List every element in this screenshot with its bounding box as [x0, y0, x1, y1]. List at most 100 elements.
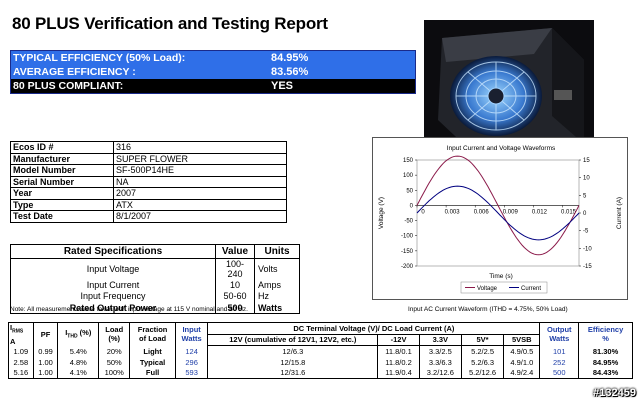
dc-col-load-label: Load — [105, 325, 124, 335]
x-axis-label: Time (s) — [489, 273, 513, 280]
dc-cell-v5: 5.2/12.6 — [460, 367, 505, 379]
dc-col-irms-sub: RMS — [12, 328, 24, 335]
image-id-watermark: #132459 — [593, 387, 636, 399]
x-tick-label: 0.015 — [561, 209, 577, 215]
spec-value: 10 — [215, 279, 255, 291]
dc-cell-load: 50% — [98, 356, 131, 368]
series-line-voltage — [416, 155, 580, 256]
dc-col-output: Output Watts — [539, 322, 580, 346]
dc-cell-v5: 5.2/6.3 — [460, 356, 505, 368]
info-row: Year 2007 — [10, 187, 287, 200]
dc-cell-output: 500 — [539, 367, 580, 379]
compliant-value: YES — [271, 80, 294, 92]
y2-tick-label: -5 — [583, 229, 589, 235]
waveform-chart-svg: Input Current and Voltage Waveforms15010… — [378, 145, 623, 294]
dc-cell-v5sb: 4.9/2.4 — [503, 367, 541, 379]
average-efficiency-label: AVERAGE EFFICIENCY : — [13, 66, 136, 78]
y2-tick-label: 15 — [583, 158, 590, 164]
x-tick-label: 0 — [421, 209, 425, 215]
summary-box: TYPICAL EFFICIENCY (50% Load): 84.95% AV… — [10, 50, 416, 94]
spec-row: Input Frequency 50-60 Hz — [10, 290, 300, 302]
dc-load-table: IRMS A PF ITHD (%) Load (%) Fraction of Loa… — [8, 322, 633, 379]
dc-col-ithd: ITHD (%) — [57, 322, 100, 346]
dc-col-ithd-label: I — [65, 327, 68, 337]
dc-cell-pf: 1.00 — [32, 356, 59, 368]
waveform-chart: Input Current and Voltage Waveforms 150 10… — [372, 137, 628, 300]
info-row: Serial Number NA — [10, 175, 287, 188]
dc-col-eff-label-2: % — [602, 334, 609, 344]
info-row: Manufacturer SUPER FLOWER — [10, 152, 287, 165]
dc-cell-v12: 12/6.3 — [207, 345, 379, 357]
spec-unit: Volts — [254, 258, 300, 279]
dc-cell-load: 100% — [98, 367, 131, 379]
power-supply-photo — [424, 20, 594, 154]
chart-title: Input Current and Voltage Waveforms — [447, 145, 556, 152]
info-row: Model Number SF-500P14HE — [10, 164, 287, 177]
dc-row: 2.58 1.00 4.8% 50% Typical 296 12/15.8 11.8/0.2… — [8, 356, 633, 368]
typical-efficiency-value: 84.95% — [271, 52, 309, 64]
dc-cell-output: 252 — [539, 356, 580, 368]
average-efficiency-row: AVERAGE EFFICIENCY : 83.56% — [11, 65, 415, 79]
spec-name: Input Frequency — [10, 290, 216, 302]
y-axis-label: Voltage (V) — [378, 197, 385, 229]
info-value: 8/1/2007 — [113, 210, 287, 223]
dc-col-irms-label: I — [10, 323, 13, 332]
dc-row: 1.09 0.99 5.4% 20% Light 124 12/6.3 11.8/0.1 3.3… — [8, 345, 633, 357]
dc-cell-v12: 12/15.8 — [207, 356, 379, 368]
info-value: NA — [113, 175, 287, 188]
dc-col-ithd-sub: THD — [67, 333, 78, 339]
waveform-caption: Input AC Current Waveform (ITHD = 4.75%,… — [408, 306, 568, 313]
dc-header-row-2: 12V (cumulative of 12V1, 12V2, etc.) -12… — [9, 334, 633, 346]
y-tick-label: 0 — [410, 203, 414, 209]
info-key: Model Number — [10, 164, 114, 177]
specs-header-name: Rated Specifications — [10, 244, 216, 259]
y-tick-label: -50 — [404, 219, 413, 225]
report-title: 80 PLUS Verification and Testing Report — [12, 14, 328, 33]
dc-col-m12v: -12V — [377, 334, 420, 346]
dc-cell-input: 296 — [174, 356, 209, 368]
x-tick-label: 0.009 — [503, 209, 519, 215]
info-key: Serial Number — [10, 175, 114, 188]
y2-tick-label: -10 — [583, 246, 592, 252]
y2-tick-label: -15 — [583, 264, 592, 270]
y-tick-label: -200 — [401, 264, 414, 270]
x-tick-label: 0.006 — [474, 209, 490, 215]
info-row: Test Date 8/1/2007 — [10, 210, 287, 223]
dc-cell-input: 593 — [174, 367, 209, 379]
dc-cell-eff: 81.30% — [578, 345, 633, 357]
dc-col-input-label-2: Watts — [181, 334, 202, 344]
dc-header-row-1: IRMS A PF ITHD (%) Load (%) Fraction of Loa… — [8, 322, 633, 346]
spec-unit: Watts — [254, 302, 300, 314]
spec-name: Input Voltage — [10, 258, 216, 279]
spec-value: 50-60 — [215, 290, 255, 302]
info-value: SUPER FLOWER — [113, 152, 287, 165]
dc-col-output-label-2: Watts — [549, 334, 570, 344]
dc-col-eff: Efficiency% — [578, 322, 633, 346]
y2-tick-label: 10 — [583, 176, 590, 182]
legend-label-voltage: Voltage — [477, 286, 498, 292]
y-tick-label: 150 — [403, 158, 414, 164]
specs-header-value: Value — [215, 244, 255, 259]
dc-cell-ithd: 5.4% — [57, 345, 100, 357]
dc-row: 5.16 1.00 4.1% 100% Full 593 12/31.6 11.9/0.4 3.… — [8, 367, 633, 379]
dc-col-5vsb: 5VSB — [503, 334, 541, 346]
info-key: Ecos ID # — [10, 141, 114, 154]
info-value: ATX — [113, 198, 287, 211]
dc-cell-input: 124 — [174, 345, 209, 357]
dc-cell-fraction: Full — [129, 367, 176, 379]
info-row: Ecos ID #316 — [10, 141, 287, 154]
dc-cell-v5: 5.2/2.5 — [460, 345, 505, 357]
spec-unit: Amps — [254, 279, 300, 291]
dc-col-load: Load (%) — [98, 322, 131, 346]
typical-efficiency-label: TYPICAL EFFICIENCY (50% Load): — [13, 52, 186, 64]
spec-row: Input Current 10 Amps — [10, 279, 300, 291]
dc-col-fraction: Fraction of Load — [129, 322, 176, 346]
info-value: 2007 — [113, 187, 287, 200]
y2-tick-label: 5 — [583, 193, 587, 199]
dc-col-5v: 5V* — [460, 334, 505, 346]
dc-col-irms: IRMS A — [8, 322, 34, 346]
info-key: Manufacturer — [10, 152, 114, 165]
dc-cell-irms: 5.16 — [8, 367, 34, 379]
dc-col-ithd-unit: (%) — [79, 327, 92, 337]
info-key: Year — [10, 187, 114, 200]
